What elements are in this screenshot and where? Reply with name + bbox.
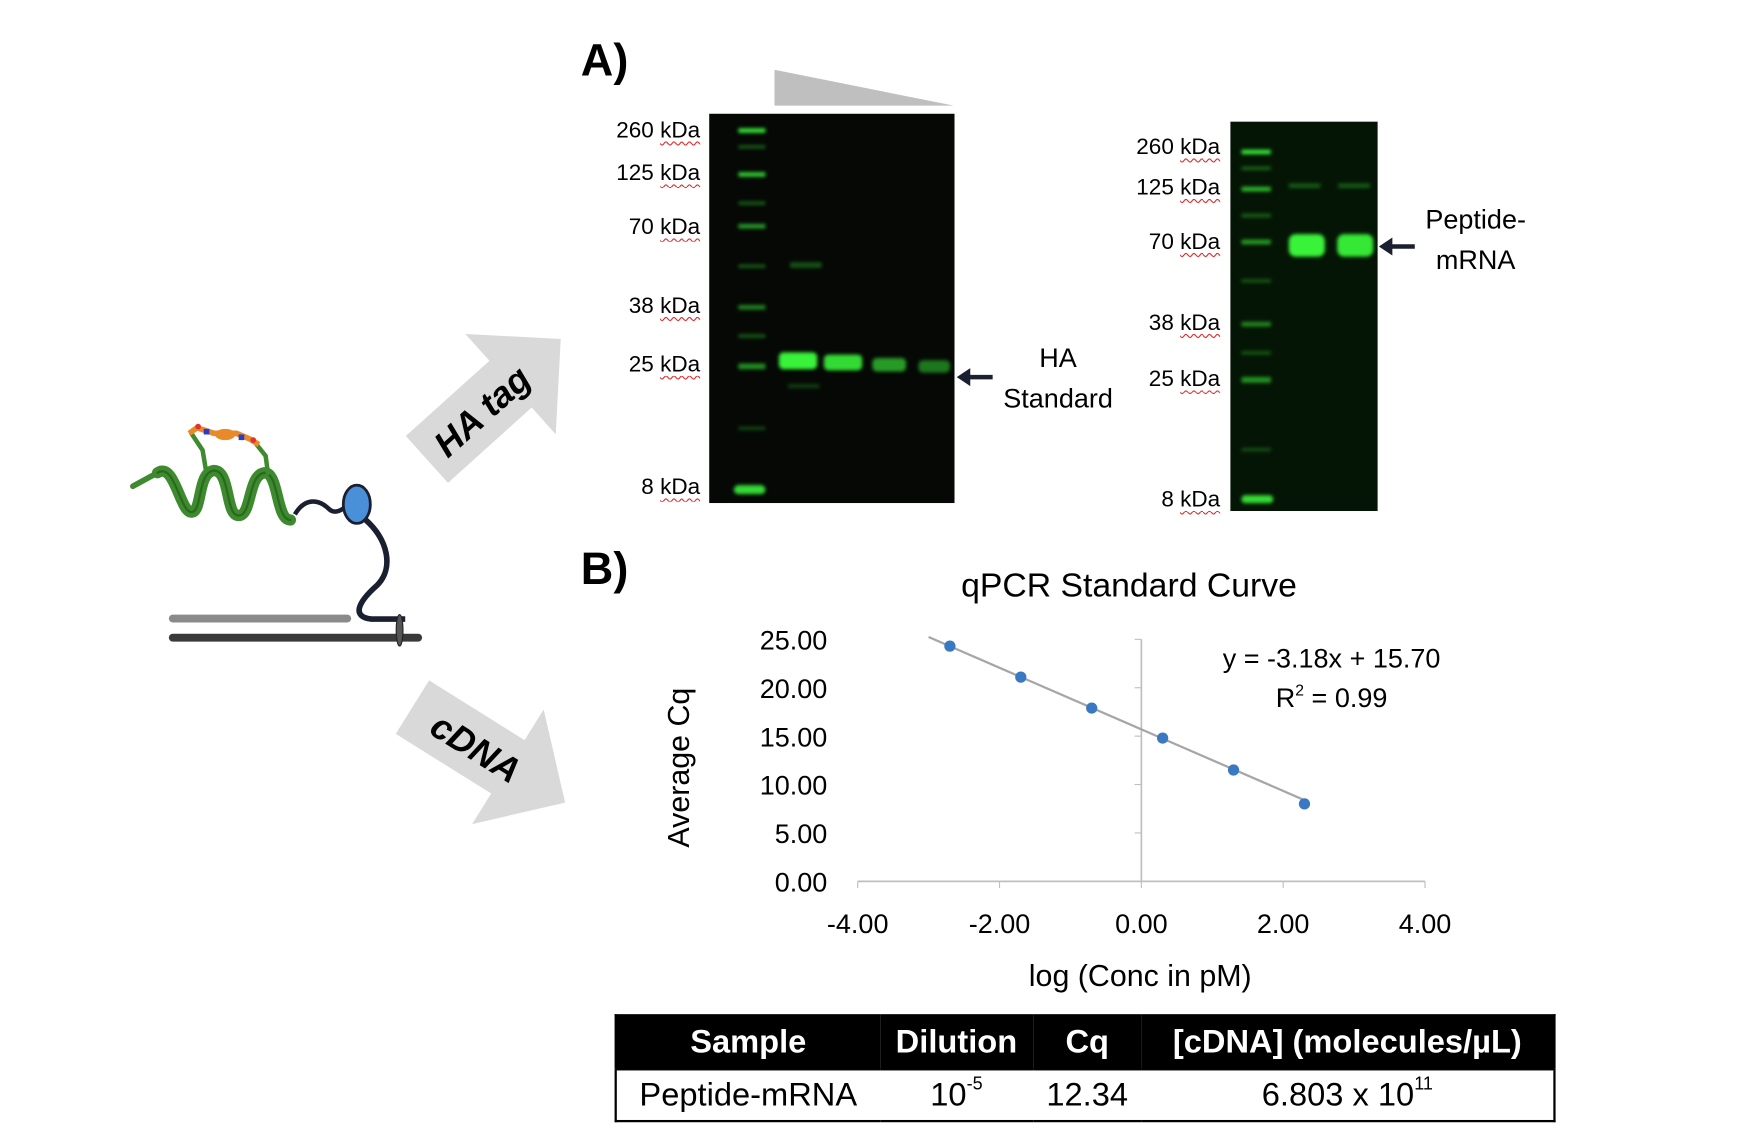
gel1-marker-260: 260 kDa [616,118,701,143]
qpcr-standard-curve-chart: qPCR Standard Curve log (Conc in pM) Ave… [662,567,1451,993]
block-arrows: HA tag cDNA [395,333,566,825]
y-tick-label: 0.00 [775,867,828,897]
blue-bead [341,483,372,525]
ha-standard-arrow-icon [956,368,993,387]
cell-cdna: 6.803 x 1011 [1141,1068,1555,1122]
y-tick-label: 5.00 [775,819,828,849]
x-tick-label: 0.00 [1115,909,1168,939]
peptide-mrna-label: Peptide- mRNA [1425,204,1526,276]
header-dilution: Dilution [879,1015,1034,1070]
x-tick-label: 4.00 [1399,909,1452,939]
strand-light [168,614,352,623]
gel2-marker-38: 38 kDa [1148,310,1221,336]
data-point [1227,764,1240,776]
data-point [1015,671,1027,683]
helix [130,431,297,526]
r-squared: R2 = 0.99 [1276,683,1388,713]
data-point [1157,732,1169,744]
gel2-marker-125: 125 kDa [1136,175,1221,201]
axes [857,638,1426,889]
strand-dark [168,633,423,642]
gel1-marker-70: 70 kDa [628,214,701,240]
crosslinker [187,423,261,447]
gel2-sample-bands [1288,183,1374,257]
panel-b-label: B) [580,544,629,595]
header-sample: Sample [615,1015,880,1070]
data-point [1298,798,1311,810]
y-tick-label: 10.00 [760,771,828,801]
dilution-gradient-triangle [774,69,955,106]
data-points [944,640,1311,810]
gel1-image [709,113,955,504]
x-tick-labels: -4.00 -2.00 0.00 2.00 4.00 [827,909,1451,939]
cdna-arrow: cDNA [395,680,566,825]
trend-equation: y = -3.18x + 15.70 [1223,643,1441,673]
gel2-marker-70: 70 kDa [1148,229,1221,255]
data-point [944,640,956,652]
y-tick-label: 25.00 [760,625,828,655]
gel1-marker-8: 8 kDa [641,475,701,500]
peptide-mrna-arrow-icon [1378,237,1415,256]
header-cdna: [cDNA] (molecules/µL) [1141,1015,1555,1070]
y-tick-label: 20.00 [760,674,828,704]
x-tick-label: 2.00 [1257,909,1310,939]
cell-sample: Peptide-mRNA [615,1068,880,1122]
ha-tag-arrow: HA tag [405,333,561,483]
y-tick-labels: 0.00 5.00 10.00 15.00 20.00 25.00 [760,625,828,897]
panel-a-label: A) [580,36,629,86]
gel2-image [1230,121,1378,512]
gel1-ladder [733,128,766,495]
ha-standard-label: HA Standard [1003,343,1113,415]
x-tick-label: -2.00 [969,909,1031,939]
linker [292,499,351,516]
data-point [1086,702,1098,714]
trendline [928,635,1305,802]
cdna-quantification-table: Sample Dilution Cq [cDNA] (molecules/µL)… [614,1014,1556,1123]
gel1-sample-bands [778,262,951,389]
y-tick-label: 15.00 [760,722,828,752]
chart-title: qPCR Standard Curve [961,567,1297,605]
puromycin-linker [356,517,406,622]
y-axis-label: Average Cq [662,688,696,848]
gel1-marker-125: 125 kDa [616,160,701,186]
header-cq: Cq [1033,1015,1142,1070]
junction [395,614,404,647]
table-header-row: Sample Dilution Cq [cDNA] (molecules/µL) [615,1015,1555,1070]
x-axis-label: log (Conc in pM) [1029,959,1252,993]
gel1-marker-38: 38 kDa [628,293,701,319]
gel2-marker-8: 8 kDa [1161,487,1221,513]
x-tick-label: -4.00 [827,909,889,939]
gel1-marker-25: 25 kDa [628,352,701,378]
gel2-marker-25: 25 kDa [1148,366,1221,392]
cell-dilution: 10-5 [879,1068,1034,1122]
gel2-marker-260: 260 kDa [1136,135,1221,160]
peptide-mrna-illustration [130,423,423,647]
gel2-ladder [1241,149,1274,504]
cell-cq: 12.34 [1033,1068,1142,1122]
table-row: Peptide-mRNA 10-5 12.34 6.803 x 1011 [615,1068,1555,1122]
